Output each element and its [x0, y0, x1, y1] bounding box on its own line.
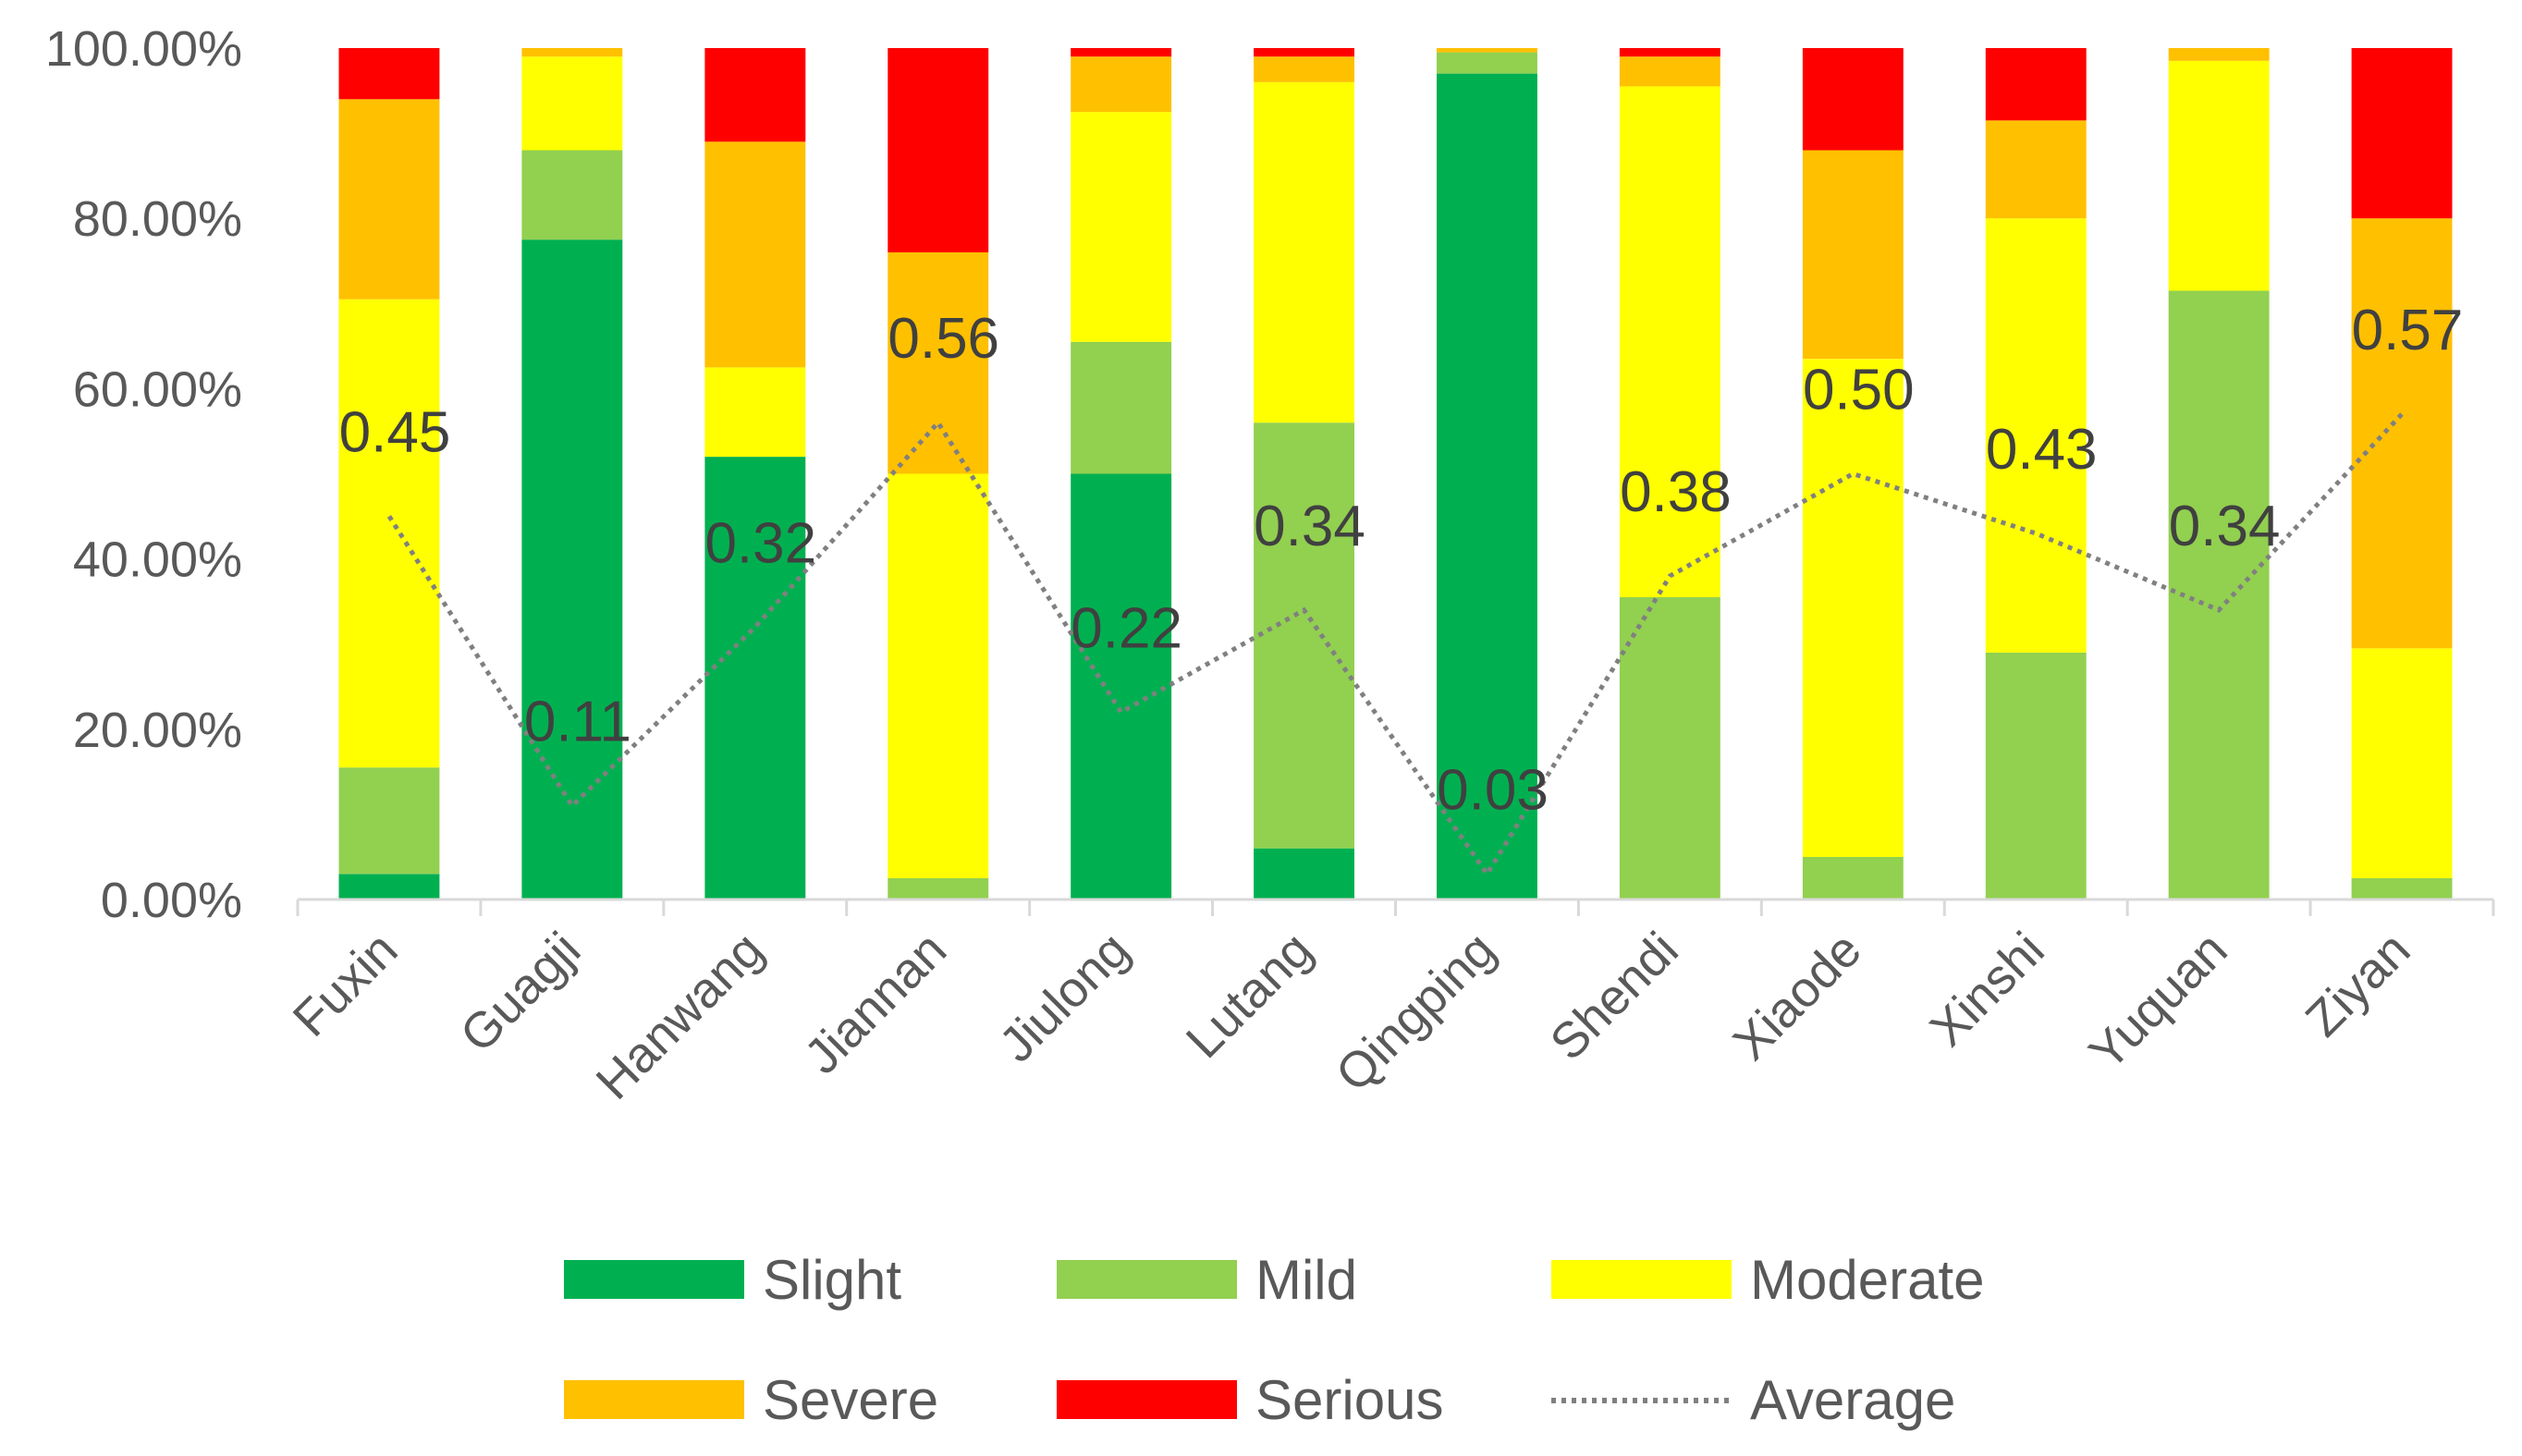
- legend-swatch-mild: [1057, 1260, 1237, 1299]
- bar-slight-qingping: [1437, 73, 1537, 900]
- average-data-label-yuquan: 0.34: [2169, 495, 2281, 558]
- average-data-label-xinshi: 0.43: [1986, 418, 2098, 482]
- average-data-label-xiaode: 0.50: [1803, 359, 1915, 422]
- legend-label-severe: Severe: [763, 1369, 938, 1431]
- bar-serious-xinshi: [1985, 48, 2087, 121]
- average-line: [386, 412, 2404, 878]
- bar-mild-jiannan: [888, 878, 989, 899]
- legend-swatch-severe: [564, 1380, 744, 1419]
- bars-layer: [338, 48, 2453, 900]
- y-tick-label: 20.00%: [73, 703, 242, 758]
- bar-moderate-hanwang: [704, 367, 806, 458]
- bar-serious-lutang: [1254, 48, 1354, 57]
- x-tick-label-yuquan: Yuquan: [2079, 922, 2238, 1081]
- bar-moderate-xiaode: [1802, 359, 1904, 857]
- bar-mild-xinshi: [1985, 652, 2087, 899]
- x-tick-label-jiannan: Jiannan: [794, 922, 957, 1084]
- average-data-label-jiulong: 0.22: [1071, 596, 1182, 660]
- bar-moderate-yuquan: [2168, 60, 2270, 291]
- y-tick-label: 60.00%: [73, 361, 242, 417]
- legend-label-moderate: Moderate: [1750, 1249, 1984, 1311]
- bar-moderate-jiulong: [1071, 112, 1172, 342]
- x-tick-label-jiulong: Jiulong: [989, 922, 1140, 1072]
- bar-slight-hanwang: [704, 457, 806, 899]
- bar-mild-guagji: [521, 150, 623, 240]
- bar-slight-fuxin: [338, 874, 440, 899]
- bar-serious-jiannan: [888, 48, 989, 252]
- bar-moderate-jiannan: [888, 473, 989, 878]
- legend: Slight Mild Moderate Severe Serious Average: [564, 1249, 1984, 1431]
- legend-swatch-slight: [564, 1260, 744, 1299]
- average-data-label-guagji: 0.11: [524, 691, 631, 754]
- bar-severe-xiaode: [1802, 150, 1904, 360]
- bar-moderate-xinshi: [1985, 218, 2087, 653]
- x-tick-label-hanwang: Hanwang: [586, 922, 775, 1110]
- bar-moderate-fuxin: [338, 299, 440, 768]
- bar-severe-qingping: [1437, 48, 1537, 53]
- bar-mild-shendi: [1619, 597, 1720, 899]
- bar-mild-lutang: [1254, 422, 1354, 849]
- legend-label-serious: Serious: [1255, 1369, 1443, 1431]
- bar-slight-guagji: [521, 239, 623, 899]
- bar-severe-guagji: [521, 48, 623, 57]
- bar-mild-xiaode: [1802, 857, 1904, 899]
- bar-mild-qingping: [1437, 52, 1537, 74]
- bar-moderate-lutang: [1254, 81, 1354, 423]
- bar-serious-shendi: [1619, 48, 1720, 57]
- bar-severe-hanwang: [704, 141, 806, 368]
- x-tick-label-guagji: Guagji: [450, 922, 592, 1063]
- x-tick-label-xiaode: Xiaode: [1722, 922, 1871, 1071]
- average-data-label-shendi: 0.38: [1620, 460, 1732, 524]
- bar-mild-jiulong: [1071, 341, 1172, 474]
- bar-severe-ziyan: [2351, 218, 2453, 649]
- bar-serious-jiulong: [1071, 48, 1172, 57]
- average-data-label-qingping: 0.03: [1437, 758, 1549, 822]
- average-data-label-lutang: 0.34: [1254, 495, 1365, 558]
- average-data-label-jiannan: 0.56: [888, 307, 999, 371]
- legend-label-average: Average: [1750, 1369, 1955, 1431]
- x-tick-label-ziyan: Ziyan: [2296, 922, 2421, 1047]
- average-data-label-hanwang: 0.32: [704, 511, 816, 575]
- bar-serious-ziyan: [2351, 48, 2453, 219]
- x-tick-label-lutang: Lutang: [1176, 922, 1323, 1069]
- x-tick-label-shendi: Shendi: [1540, 922, 1689, 1071]
- data-labels-layer: 0.45 0.11 0.32 0.56 0.22 0.34 0.03 0.38 0.50 0.43…: [339, 299, 2464, 822]
- bar-moderate-ziyan: [2351, 648, 2453, 878]
- bar-mild-fuxin: [338, 767, 440, 875]
- bar-mild-yuquan: [2168, 290, 2270, 899]
- y-tick-label: 40.00%: [73, 532, 242, 588]
- bar-severe-fuxin: [338, 99, 440, 300]
- y-tick-label: 80.00%: [73, 191, 242, 247]
- x-tick-label-qingping: Qingping: [1326, 922, 1506, 1102]
- average-data-label-fuxin: 0.45: [339, 401, 451, 465]
- bar-severe-jiannan: [888, 252, 989, 474]
- legend-label-mild: Mild: [1255, 1249, 1357, 1311]
- legend-label-slight: Slight: [763, 1249, 901, 1311]
- legend-swatch-moderate: [1551, 1260, 1732, 1299]
- x-tick-label-fuxin: Fuxin: [283, 922, 409, 1047]
- y-tick-label: 100.00%: [45, 21, 242, 77]
- bar-severe-lutang: [1254, 56, 1354, 82]
- average-data-label-ziyan: 0.57: [2352, 299, 2464, 362]
- bar-severe-xinshi: [1985, 120, 2087, 219]
- bar-serious-xiaode: [1802, 48, 1904, 151]
- y-tick-label: 0.00%: [101, 873, 242, 928]
- bar-severe-jiulong: [1071, 56, 1172, 113]
- bar-severe-yuquan: [2168, 48, 2270, 61]
- bar-serious-fuxin: [338, 48, 440, 100]
- bar-slight-jiulong: [1071, 473, 1172, 899]
- bar-moderate-shendi: [1619, 86, 1720, 597]
- bar-slight-lutang: [1254, 848, 1354, 899]
- bar-moderate-guagji: [521, 56, 623, 151]
- bar-serious-hanwang: [704, 48, 806, 142]
- bar-severe-shendi: [1619, 56, 1720, 87]
- legend-swatch-serious: [1057, 1380, 1237, 1419]
- average-line-layer: [386, 412, 2404, 878]
- x-tick-label-xinshi: Xinshi: [1919, 922, 2054, 1057]
- bar-mild-ziyan: [2351, 878, 2453, 899]
